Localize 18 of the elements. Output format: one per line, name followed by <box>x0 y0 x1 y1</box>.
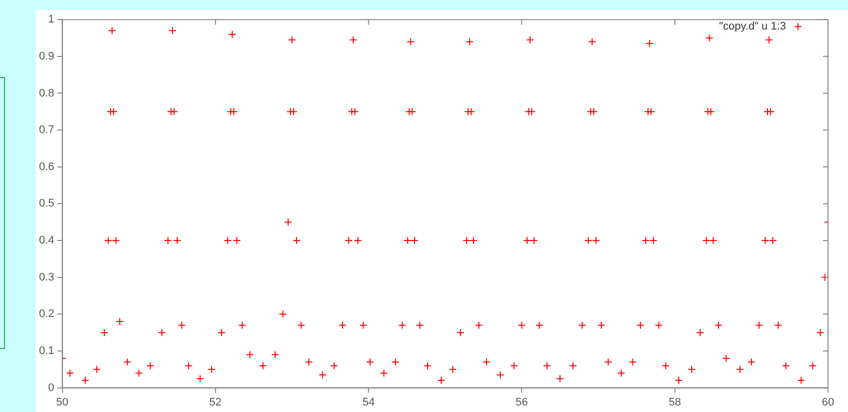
legend-label: "copy.d" u 1:3 <box>719 20 786 33</box>
x-tick-label: 50 <box>56 396 68 408</box>
y-tick-label: 0.4 <box>38 234 54 247</box>
y-tick-label: 0.1 <box>38 345 54 358</box>
y-tick-label: 0.9 <box>38 50 54 62</box>
y-tick-label: 1 <box>48 14 54 26</box>
x-tick-label: 60 <box>822 396 834 408</box>
y-tick-label: 0.3 <box>38 271 54 284</box>
y-tick-label: 0 <box>48 382 54 394</box>
x-tick-label: 54 <box>362 396 375 408</box>
y-tick-label: 0.2 <box>38 308 54 320</box>
y-tick-label: 0.8 <box>38 87 54 100</box>
x-tick-label: 56 <box>516 396 528 408</box>
y-tick-label: 0.7 <box>38 124 54 136</box>
x-tick-label: 58 <box>668 396 681 408</box>
x-tick-label: 52 <box>209 396 222 408</box>
y-tick-label: 0.6 <box>38 160 54 173</box>
y-tick-label: 0.5 <box>38 198 54 210</box>
